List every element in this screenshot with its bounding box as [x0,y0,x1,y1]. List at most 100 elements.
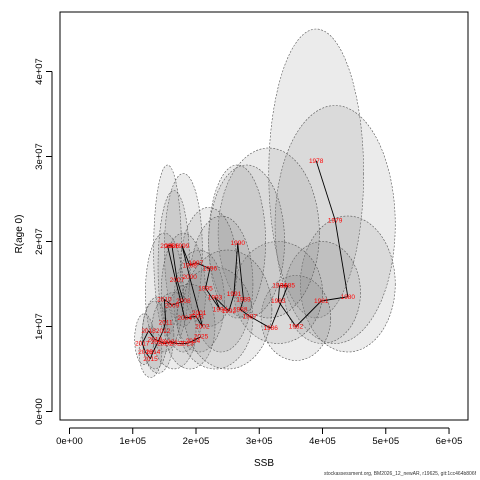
trajectory-segment-1987-1988 [240,309,251,317]
trajectory-segment-2018-2019 [148,330,156,340]
year-label-2023: 2023 [179,341,194,348]
year-label-2006: 2006 [165,243,180,250]
trajectory-segment-1985-1986 [270,285,289,329]
footer-caption: stockassessment.org, BM2026_12_newAR, r1… [323,471,476,477]
year-label-1988: 1988 [233,307,248,314]
x-axis: 0e+00 1e+05 2e+05 3e+05 4e+05 5e+05 6e+05 [56,427,463,447]
trajectory-segment-1991-1992 [228,294,235,312]
year-label-1983: 1983 [271,298,286,305]
ellipse-1978 [268,28,364,319]
year-label-2015: 2015 [143,356,158,363]
trajectory-segment-2010-2011 [163,299,167,323]
trajectory-segment-2024-2025 [192,336,202,342]
year-label-2022: 2022 [170,341,185,348]
year-label-2010: 2010 [157,296,172,303]
year-label-2014: 2014 [146,349,161,356]
trajectory-segment-2000-2001 [189,277,200,314]
year-label-2008: 2008 [176,298,191,305]
trajectory-segment-1989-1990 [237,243,244,300]
year-label-1993: 1993 [208,295,223,302]
x-tick-label-2e+05: 2e+05 [183,436,210,447]
x-tick-label-4e+05: 4e+05 [309,436,336,447]
y-tick-label-2e+07: 2e+07 [34,228,45,255]
year-label-2000: 2000 [182,274,197,281]
ellipse-2010 [145,232,184,353]
trajectory-segment-1990-1991 [233,243,239,295]
trajectory-segment-1982-1983 [277,300,297,327]
year-label-2004: 2004 [177,315,192,322]
year-label-2018: 2018 [141,328,156,335]
year-label-1996: 1996 [203,266,218,273]
y-tick-label-1e+07: 1e+07 [34,313,45,340]
trajectory-segment-2021-2022 [170,341,178,344]
ellipse-1983 [233,241,323,344]
trajectory-segment-2014-2015 [150,351,154,359]
year-label-2012: 2012 [156,328,171,335]
trajectory-segment-2020-2021 [164,341,171,344]
y-tick-label-3e+07: 3e+07 [34,143,45,170]
trajectory-segment-2015-2016 [145,351,151,360]
year-label-1980: 1980 [341,294,356,301]
ellipse-1986 [217,147,320,319]
trajectory-segment-2019-2020 [154,338,165,344]
trajectory-segment-1983-1984 [277,285,280,302]
x-tick-label-3e+05: 3e+05 [246,436,273,447]
ellipse-1980 [300,215,396,353]
trajectory-segment-1978-1979 [315,160,336,221]
ellipse-2001 [173,249,225,353]
trajectory-segment-2006-2007 [171,245,178,280]
year-label-1985: 1985 [280,283,295,290]
trajectory-segment-2008-2009 [171,300,184,306]
year-label-2009: 2009 [165,302,180,309]
trajectory-segment-1981-1982 [295,300,322,327]
year-label-2013: 2013 [151,339,166,346]
year-label-2021: 2021 [163,339,178,346]
y-axis: 0e+00 1e+07 2e+07 3e+07 4e+07 [34,58,53,425]
trajectory-segment-2013-2014 [152,341,159,353]
trajectory-segment-1998-1999 [181,245,191,266]
year-label-1978: 1978 [309,158,324,165]
year-label-1979: 1979 [328,217,343,224]
plot-frame [59,11,469,421]
year-label-1997: 1997 [189,260,204,267]
trajectory-segment-2004-2005 [167,245,186,319]
trajectory-segment-2003-2004 [184,315,197,319]
year-label-2001: 2001 [192,310,207,317]
trajectory-segment-1988-1989 [239,299,244,310]
year-label-1995: 1995 [198,285,213,292]
trajectory-segment-1979-1980 [334,220,349,297]
trajectory-segment-2012-2013 [157,330,164,342]
trajectory-segment-1997-1998 [189,262,197,266]
trajectory-segment-2002-2003 [195,316,203,327]
ellipse-1990 [208,164,266,319]
x-tick-label-6e+05: 6e+05 [436,436,463,447]
x-tick-label-1e+05: 1e+05 [119,436,146,447]
trajectory-lines [141,160,349,360]
trajectory-segment-1999-2000 [181,245,191,278]
year-label-2019: 2019 [148,336,163,343]
ellipse-2019 [141,300,168,370]
trajectory-segment-2017-2018 [141,330,149,344]
year-label-2011: 2011 [159,319,173,326]
x-axis-label: SSB [254,458,274,469]
year-label-2025: 2025 [194,334,209,341]
year-label-1991: 1991 [227,291,242,298]
year-label-2016: 2016 [138,349,153,356]
year-label-1992: 1992 [222,308,237,315]
year-label-2024: 2024 [186,338,201,345]
y-tick-label-4e+07: 4e+07 [34,58,45,85]
year-label-1990: 1990 [231,240,246,247]
year-label-2003: 2003 [189,313,204,320]
year-label-1998: 1998 [182,262,197,269]
trajectory-segment-1980-1981 [321,296,348,302]
year-label-1986: 1986 [263,325,278,332]
x-tick-label-0e+00: 0e+00 [56,436,83,447]
ellipse-1987 [208,164,285,319]
year-label-2017: 2017 [135,341,150,348]
year-label-1999: 1999 [175,243,190,250]
trajectory-segment-1994-1995 [205,287,221,310]
year-label-1989: 1989 [236,296,251,303]
